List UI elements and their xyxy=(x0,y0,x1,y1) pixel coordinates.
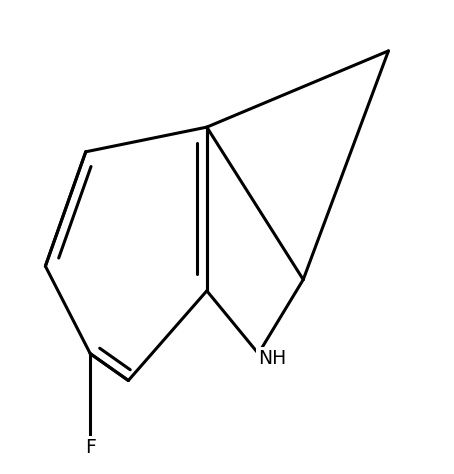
Text: NH: NH xyxy=(258,348,286,367)
Text: F: F xyxy=(85,438,96,457)
